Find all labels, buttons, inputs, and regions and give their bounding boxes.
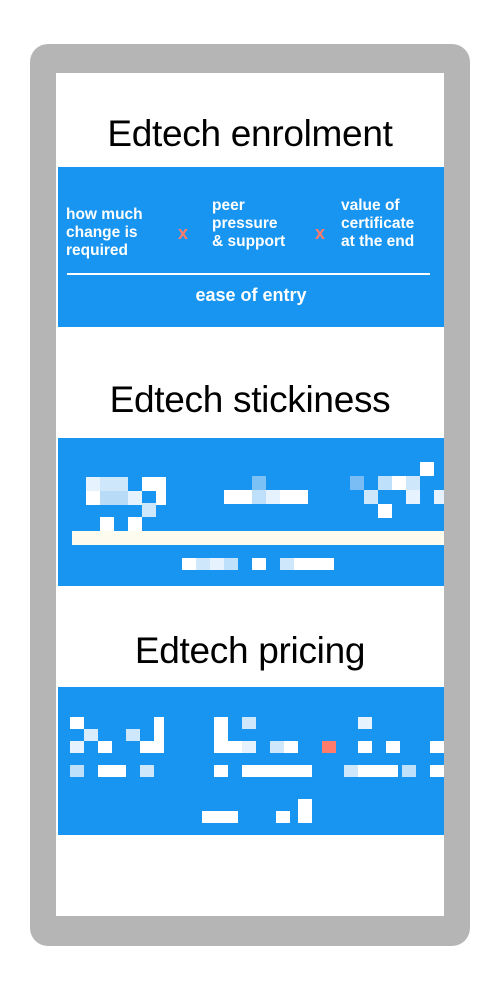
pixel-block	[126, 729, 140, 741]
pixel-block	[128, 517, 142, 531]
pixel-block	[350, 476, 364, 490]
pixel-block	[154, 717, 164, 753]
pixel-block	[142, 477, 156, 491]
pixel-block	[70, 741, 84, 753]
pricing-formula-panel-pixelated	[58, 687, 444, 835]
pixel-block	[270, 741, 284, 753]
pixel-block	[358, 741, 372, 753]
pixel-block	[142, 503, 156, 517]
pixel-block	[294, 558, 334, 570]
pixel-block	[224, 558, 238, 570]
section-title-enrolment: Edtech enrolment	[107, 113, 393, 154]
section-title-pricing: Edtech pricing	[134, 630, 366, 671]
pixel-block	[378, 476, 392, 490]
pixel-block	[70, 765, 84, 777]
multiply-operator-2: x	[315, 223, 326, 243]
pixel-block	[70, 717, 84, 729]
pixel-block	[214, 741, 242, 753]
formula-result-ease-of-entry: ease of entry	[195, 285, 307, 305]
pixel-block	[242, 717, 256, 729]
pixel-block	[214, 765, 228, 777]
factor-peer-pressure: peer pressure & support	[212, 197, 286, 250]
pixel-block	[252, 476, 266, 490]
pixel-block	[140, 741, 154, 753]
pixel-block	[406, 476, 420, 490]
pixel-block	[84, 729, 98, 741]
section-title-stickiness: Edtech stickiness	[109, 379, 391, 420]
pixel-block	[100, 491, 128, 505]
pixel-block	[378, 504, 392, 518]
pixel-block	[430, 741, 444, 753]
pixel-block	[242, 741, 256, 753]
pixel-block	[344, 765, 358, 777]
pixel-block	[364, 490, 378, 504]
pixel-block	[196, 558, 210, 570]
pixel-block	[358, 765, 398, 777]
pixel-block	[98, 741, 112, 753]
pixel-block	[182, 558, 196, 570]
pixel-block	[224, 490, 252, 504]
formula-divider	[67, 273, 430, 275]
pixel-block	[140, 765, 154, 777]
pixel-block-operator	[322, 741, 336, 753]
multiply-operator-1: x	[178, 223, 189, 243]
pixel-block	[128, 491, 142, 505]
pixel-block	[420, 462, 434, 476]
pixel-block	[242, 765, 312, 777]
pixel-block	[284, 741, 298, 753]
pixel-block	[100, 517, 114, 531]
pixel-block	[402, 765, 416, 777]
pixel-block	[276, 811, 290, 823]
pixel-block	[280, 558, 294, 570]
pixel-block	[210, 558, 224, 570]
pixel-block	[280, 490, 308, 504]
pixel-block	[266, 490, 280, 504]
pixel-block	[252, 558, 266, 570]
pixelated-divider	[72, 531, 444, 545]
pixel-block	[156, 477, 166, 505]
pixel-block	[86, 491, 100, 505]
factor-certificate-value: value of certificate at the end	[341, 197, 415, 250]
pixel-block	[430, 765, 444, 777]
pixel-block	[214, 717, 228, 741]
factor-change-required: how much change is required	[66, 206, 143, 259]
phone-screen: Edtech enrolment how much change is requ…	[56, 73, 444, 916]
pixel-block	[86, 477, 100, 491]
pixel-block	[298, 799, 312, 823]
stickiness-formula-panel-pixelated	[58, 438, 444, 586]
pixel-block	[406, 490, 420, 504]
pixel-block	[392, 476, 406, 490]
enrolment-formula-panel: how much change is required x peer press…	[58, 167, 444, 327]
pixel-block	[252, 490, 266, 504]
pixel-block	[434, 490, 444, 504]
pixel-block	[386, 741, 400, 753]
pixel-block	[98, 765, 126, 777]
pixel-block	[100, 477, 128, 491]
pixel-block	[202, 811, 238, 823]
pixel-block	[358, 717, 372, 729]
